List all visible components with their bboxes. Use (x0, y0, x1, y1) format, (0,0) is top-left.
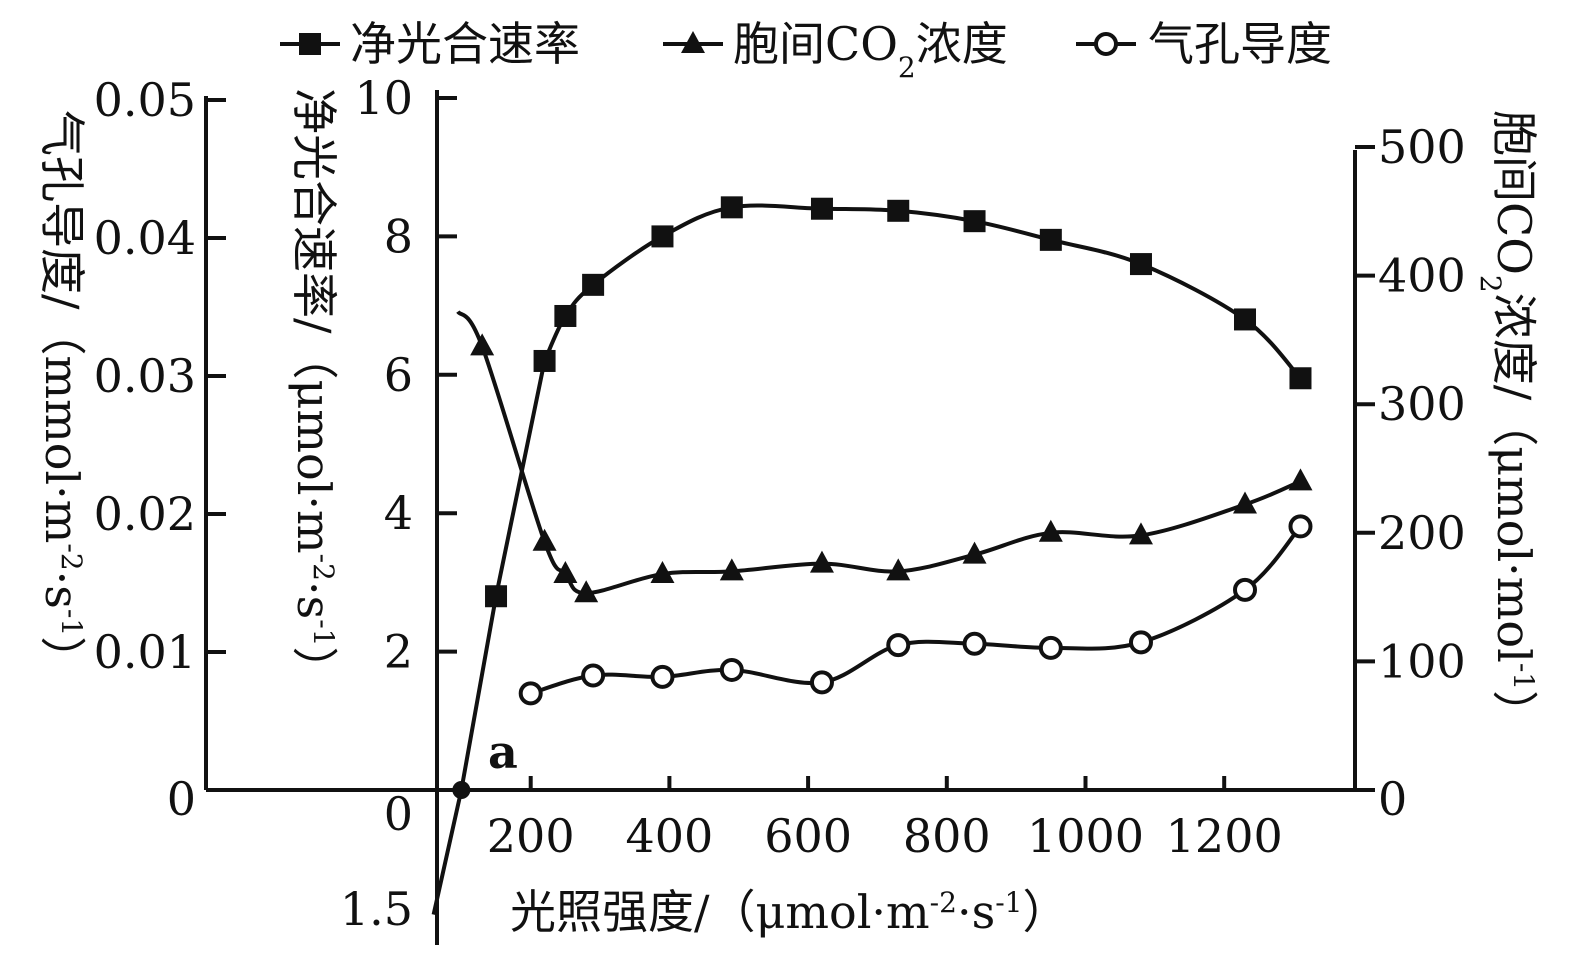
pn-tick-label: 1.5 (340, 882, 413, 936)
gs-tick-label: 0.01 (94, 625, 196, 679)
pn-point (485, 585, 508, 608)
ci-tick-label: 200 (1378, 506, 1466, 560)
legend-label: 净光合速率 (350, 17, 580, 71)
ci-point (470, 333, 495, 356)
gs-point (1288, 514, 1313, 539)
legend-item-square: 净光合速率 (280, 17, 580, 71)
gs-tick-label: 0.03 (94, 349, 196, 403)
ci-tick-label: 0 (1378, 772, 1407, 826)
gs-axis-title: 气孔导度/（mmol·m-2·s-1） (35, 110, 89, 682)
ci-axis-title-text: 胞间CO2浓度/（μmol·mol-1） (1475, 110, 1542, 736)
series-line-pn-linear (431, 360, 547, 915)
legend-item-circle: 气孔导度 (1076, 17, 1332, 71)
svg-text:光照强度/（μmol·m-2·s-1）: 光照强度/（μmol·m-2·s-1） (510, 885, 1068, 939)
legend-square-marker (299, 33, 321, 55)
gs-point (650, 664, 675, 689)
x-tick-label: 200 (487, 809, 575, 863)
pn-tick-label: 2 (384, 625, 413, 679)
gs-point (886, 633, 911, 658)
gs-point (962, 631, 987, 656)
pn-axis-title-text: 净光合速率/（μmol·m-2·s-1） (287, 88, 341, 692)
pn-point (582, 273, 605, 296)
gs-point (719, 657, 744, 682)
legend-label: 胞间CO2浓度 (733, 17, 1008, 84)
pn-tick-label: 10 (354, 71, 413, 125)
pn-point (651, 225, 674, 248)
pn-tick-label: 4 (384, 486, 413, 540)
series-line-ci (456, 310, 1302, 596)
pn-point (720, 196, 743, 219)
ci-point (1288, 468, 1313, 491)
tick-layer: 200 400 600 800 1000 120010864201.50.050.040.… (94, 71, 1466, 936)
series-triangle (456, 310, 1313, 603)
x-tick-label: 400 (625, 809, 713, 863)
legend-label: 气孔导度 (1148, 17, 1332, 71)
pn-point (1289, 367, 1312, 390)
pn-tick-label: 0 (384, 787, 413, 841)
pn-point (1234, 308, 1257, 331)
ci-point (532, 528, 557, 551)
ci-point (719, 558, 744, 581)
pn-point (963, 210, 986, 233)
gs-tick-label: 0.04 (94, 211, 196, 265)
ci-tick-label: 500 (1378, 120, 1466, 174)
series-square (431, 196, 1312, 915)
point-a-marker (452, 781, 471, 799)
ci-point (553, 560, 578, 583)
pn-point (554, 304, 577, 327)
legend-triangle-marker (681, 31, 705, 53)
ci-point (809, 550, 834, 573)
gs-point (581, 663, 606, 688)
ci-point (1128, 522, 1153, 545)
legend-item-triangle: 胞间CO2浓度 (663, 17, 1008, 84)
ci-point (574, 580, 599, 603)
gs-point (1038, 635, 1063, 660)
ci-point (962, 541, 987, 564)
gs-tick-label: 0.02 (94, 487, 196, 541)
pn-point (1039, 228, 1062, 251)
x-axis-title: 光照强度/（μmol·m-2·s-1） (510, 885, 1068, 939)
pn-point (810, 197, 833, 220)
ci-axis-title: 胞间CO2浓度/（μmol·mol-1） (1475, 110, 1542, 736)
ci-point (650, 560, 675, 583)
ci-point (886, 558, 911, 581)
legend: 净光合速率 胞间CO2浓度 气孔导度 (280, 17, 1332, 84)
pn-axis-title: 净光合速率/（μmol·m-2·s-1） (287, 88, 341, 692)
gs-point (518, 681, 543, 706)
pn-point (887, 199, 910, 222)
series-circle (518, 514, 1313, 706)
ci-tick-label: 100 (1378, 634, 1466, 688)
legend-circle-marker (1094, 32, 1118, 56)
pn-point (1129, 253, 1152, 276)
pn-point (533, 349, 556, 372)
ci-point (1038, 519, 1063, 542)
gs-tick-label: 0 (167, 772, 196, 826)
gs-tick-label: 0.05 (94, 73, 196, 127)
ci-point (1233, 491, 1258, 514)
series-line-gs (530, 525, 1303, 696)
pn-tick-label: 8 (384, 209, 413, 263)
gs-point (1233, 577, 1258, 602)
gs-point (809, 670, 834, 695)
pn-tick-label: 6 (384, 348, 413, 402)
x-tick-label: 800 (903, 809, 991, 863)
x-tick-label: 1000 (1027, 809, 1144, 863)
series-layer (431, 196, 1313, 915)
ci-tick-label: 400 (1378, 249, 1466, 303)
x-tick-label: 1200 (1166, 809, 1283, 863)
ci-tick-label: 300 (1378, 377, 1466, 431)
gs-axis-title-text: 气孔导度/（mmol·m-2·s-1） (35, 110, 89, 682)
x-tick-label: 600 (764, 809, 852, 863)
gs-point (1128, 630, 1153, 655)
point-a-label: a (488, 725, 518, 779)
